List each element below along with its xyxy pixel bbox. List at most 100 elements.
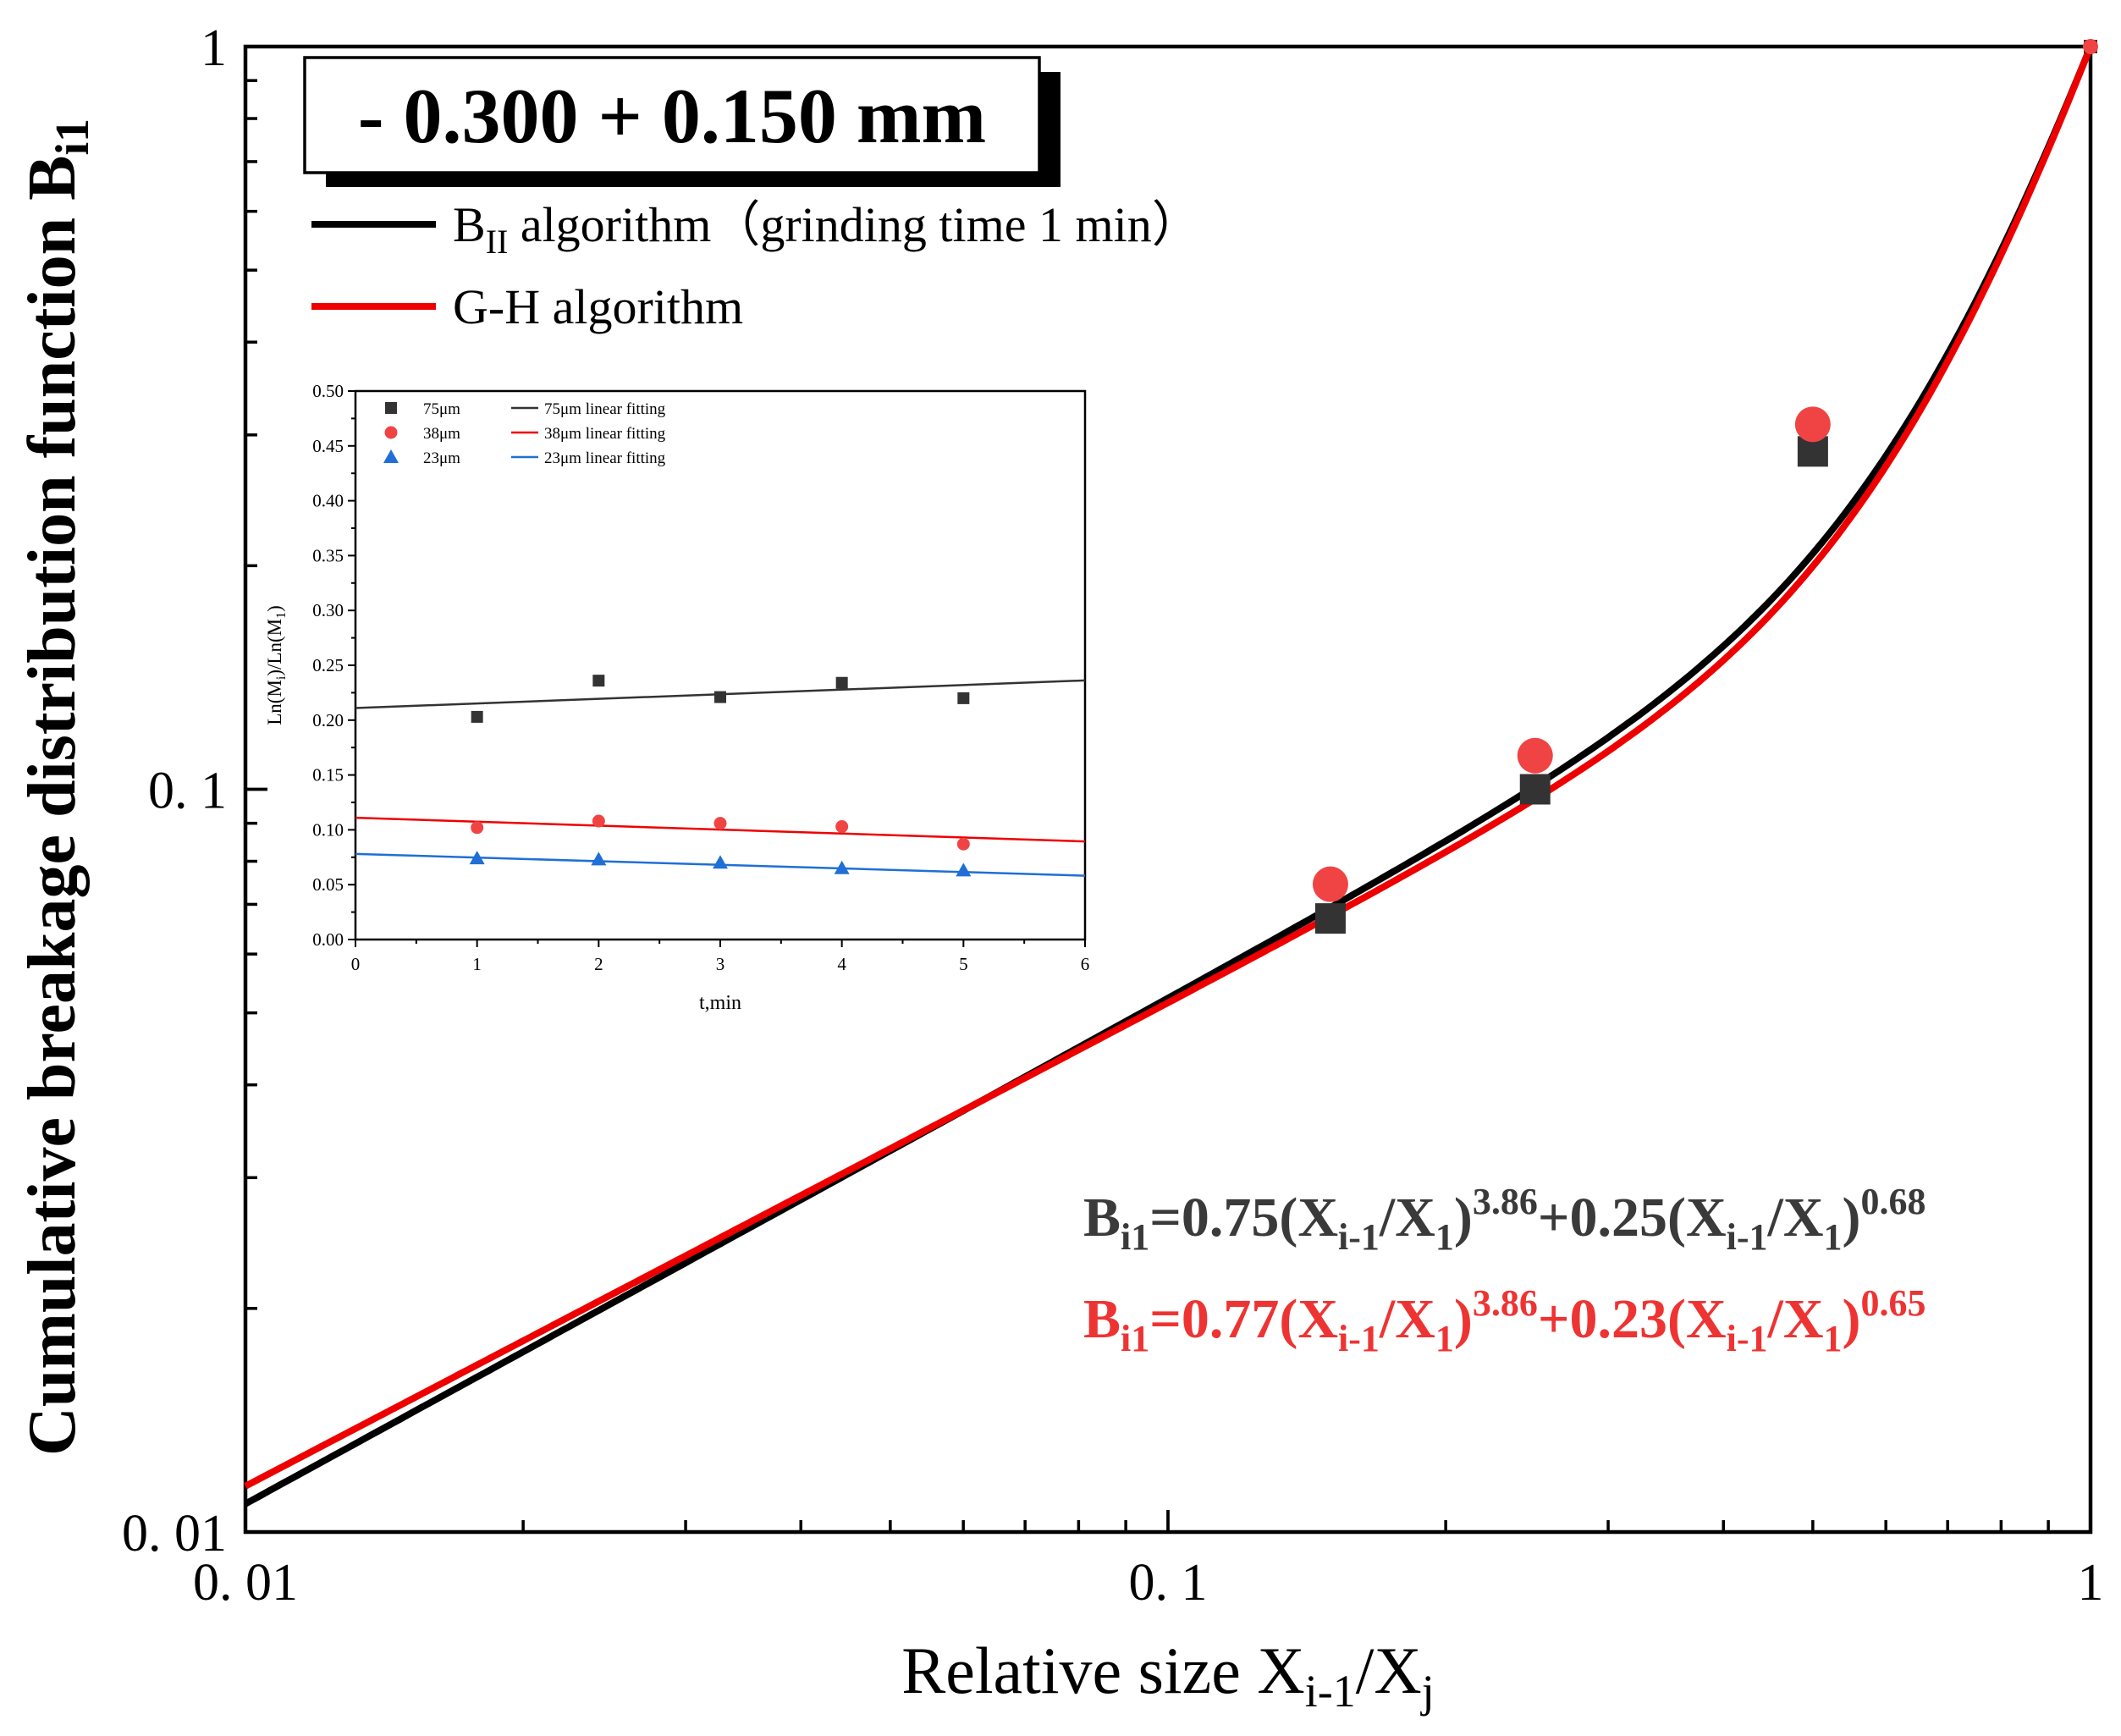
inset-legend-marker [383, 449, 399, 463]
formula-part: ) [1843, 1187, 1861, 1248]
formula-part: 1 [1824, 1216, 1843, 1258]
inset-y-tick-label: 0.45 [312, 436, 344, 456]
inset-y-s1: i [274, 675, 289, 680]
inset-axis-ticks [348, 390, 1086, 947]
formula-part: i-1 [1338, 1318, 1380, 1359]
legend-bii-text: algorithm（grinding time 1 min） [508, 197, 1200, 252]
inset-legend: 75μm 38μm 23μm 75μm linear fitting 38μm line… [383, 400, 666, 467]
inset-data-point [957, 692, 970, 704]
main-curves [244, 45, 2094, 1507]
gh-data-point [1312, 866, 1348, 902]
inset-y-tick-label: 0.00 [312, 929, 344, 950]
inset-data-point [714, 691, 726, 703]
inset-data-point [956, 837, 970, 851]
formula-part: B [1083, 1187, 1121, 1248]
formula-part: ) [1843, 1288, 1861, 1350]
inset-data-point [471, 821, 484, 835]
inset-chart: 0 1 2 3 4 5 6 0.00 0.05 0.10 0.15 0.20 0.25 0.30 0.35 0… [264, 381, 1089, 1014]
main-tick-labels: 0. 01 0. 1 1 0. 01 0. 1 1 [122, 19, 2104, 1612]
formula-part: =0.77(X [1149, 1288, 1338, 1350]
inset-y-p1: Ln(M [264, 680, 285, 725]
legend-bii-base: B [453, 197, 486, 252]
inset-data-point [834, 860, 850, 874]
y-tick-label: 0. 01 [122, 1505, 227, 1562]
size-label-text: - 0.300 + 0.150 mm [358, 73, 986, 159]
bii-data-point [1519, 774, 1551, 805]
inset-data-point [471, 710, 483, 723]
inset-x-tick-label: 4 [837, 954, 846, 974]
curve-bii [244, 45, 2094, 1507]
inset-markers [469, 675, 972, 877]
inset-y-tick-label: 0.35 [312, 545, 344, 565]
inset-tick-labels: 0 1 2 3 4 5 6 0.00 0.05 0.10 0.15 0.20 0.25 0.30 0.35 0… [312, 381, 1089, 974]
formula-part: /X [1767, 1288, 1824, 1350]
x-axis-title-base: Relative size X [901, 1634, 1305, 1707]
gh-data-point [2083, 39, 2098, 54]
inset-x-tick-label: 6 [1081, 954, 1090, 974]
inset-data-point [591, 851, 607, 866]
inset-y-p2: )/Ln(M [264, 619, 285, 676]
inset-y-p3: ) [264, 605, 285, 612]
inset-x-tick-label: 5 [959, 954, 968, 974]
inset-y-tick-label: 0.10 [312, 819, 344, 840]
formula-part: =0.75(X [1149, 1187, 1338, 1248]
y-axis-title-sub: i1 [47, 118, 99, 156]
formula-part: 0.68 [1861, 1181, 1926, 1222]
inset-y-tick-label: 0.15 [312, 765, 344, 785]
inset-x-tick-label: 1 [472, 954, 482, 974]
gh-data-point [1794, 406, 1831, 443]
inset-data-point [592, 814, 605, 828]
y-tick-label: 0. 1 [148, 763, 227, 820]
inset-data-point [835, 676, 848, 689]
x-axis-title-mid: /X [1356, 1634, 1422, 1707]
legend-bii-sub: II [486, 223, 509, 261]
x-axis-title-sub2: j [1420, 1666, 1435, 1717]
curve-gh [244, 45, 2094, 1490]
main-legend: BII algorithm（grinding time 1 min） G-H a… [311, 197, 1201, 334]
inset-legend-label: 75μm [423, 400, 460, 418]
formula-part: +0.23(X [1538, 1288, 1727, 1350]
y-tick-label: 1 [201, 19, 227, 77]
y-axis-title-base: Cumulative breakage distribution functio… [15, 156, 90, 1456]
formula-part: i1 [1121, 1318, 1149, 1359]
formula-part: i-1 [1338, 1216, 1380, 1258]
inset-legend-label: 23μm [423, 449, 460, 467]
formula-part: ) [1454, 1288, 1473, 1350]
formula-part: B [1083, 1288, 1121, 1350]
formula-part: i-1 [1727, 1216, 1768, 1258]
x-tick-label: 0. 1 [1129, 1554, 1208, 1612]
formula-part: 3.86 [1473, 1181, 1538, 1222]
formula-part: +0.25(X [1538, 1187, 1727, 1248]
inset-data-point [956, 862, 972, 877]
inset-legend-line-label: 38μm linear fitting [544, 425, 666, 443]
formula-part: /X [1379, 1187, 1435, 1248]
inset-y-axis-title: Ln(Mi)/Ln(M1) [264, 605, 289, 725]
inset-x-tick-label: 0 [351, 954, 361, 974]
x-tick-label: 1 [2078, 1554, 2104, 1612]
formula-part: /X [1767, 1187, 1824, 1248]
inset-y-tick-label: 0.05 [312, 874, 344, 895]
formula-part: 3.86 [1473, 1282, 1538, 1324]
formula-bii: Bi1=0.75(Xi-1/X1)3.86+0.25(Xi-1/X1)0.68 [1083, 1181, 1926, 1258]
inset-data-point [592, 675, 605, 687]
formula-gh: Bi1=0.77(Xi-1/X1)3.86+0.23(Xi-1/X1)0.65 [1083, 1282, 1926, 1359]
x-axis-title-sub1: i-1 [1305, 1666, 1356, 1717]
inset-x-tick-label: 2 [594, 954, 603, 974]
inset-y-tick-label: 0.40 [312, 491, 344, 511]
main-markers [1312, 39, 2098, 934]
bii-data-point [1314, 903, 1346, 934]
formula-part: 1 [1435, 1318, 1454, 1359]
x-tick-label: 0. 01 [193, 1554, 298, 1612]
inset-y-tick-label: 0.30 [312, 600, 344, 620]
formula-part: /X [1379, 1288, 1435, 1350]
inset-data-point [469, 851, 485, 865]
inset-y-tick-label: 0.20 [312, 710, 344, 730]
formula-part: i1 [1121, 1216, 1149, 1258]
inset-legend-line-label: 75μm linear fitting [544, 400, 666, 418]
formula-part: 1 [1435, 1216, 1454, 1258]
formula-part: 0.65 [1861, 1282, 1926, 1324]
inset-data-point [713, 817, 727, 830]
inset-x-tick-label: 3 [716, 954, 725, 974]
inset-legend-label: 38μm [423, 425, 460, 443]
